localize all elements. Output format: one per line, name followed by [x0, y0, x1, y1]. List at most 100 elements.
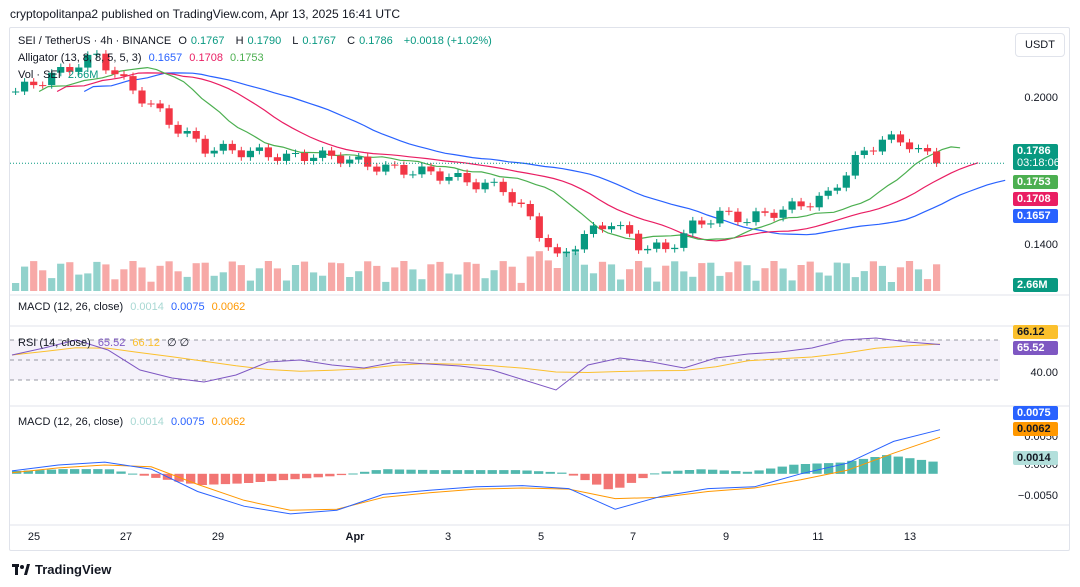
volume-bar: [707, 262, 715, 291]
alligator-lips-value: 0.1753: [230, 52, 264, 64]
volume-bar: [454, 274, 462, 291]
candle-body: [923, 148, 932, 152]
volume-bar: [183, 276, 191, 291]
candle-body: [761, 211, 769, 213]
volume-bar: [237, 265, 245, 291]
rsi-legend[interactable]: RSI (14, close) 65.52 66.12 ∅ ∅: [18, 336, 193, 349]
macd-hist-bar: [290, 473, 300, 480]
macd-hist-bar: [267, 473, 277, 482]
candle-body: [156, 103, 164, 109]
candle-body: [689, 220, 697, 234]
candle-body: [743, 222, 751, 224]
candle-body: [273, 157, 281, 161]
candle-body: [75, 67, 83, 72]
hist-tag: 0.0014: [1013, 451, 1058, 465]
macd-hist-bar: [916, 459, 927, 474]
macd-hist-bar: [255, 473, 265, 482]
candle-body: [725, 210, 733, 212]
alligator-teeth-line: [56, 72, 979, 242]
volume-bar: [111, 279, 119, 291]
macd-hist-bar: [708, 469, 718, 474]
alligator-jaw-line: [83, 72, 1006, 236]
alligator-teeth-value: 0.1708: [189, 52, 223, 64]
volume-bar: [355, 271, 363, 291]
candle-body: [328, 150, 336, 156]
volume-bar: [607, 264, 616, 291]
volume-bar: [806, 261, 814, 291]
macd-hist-bar: [232, 473, 242, 484]
candle-body: [770, 212, 778, 218]
macd-hist-bar: [325, 473, 335, 477]
volume-bar: [201, 262, 209, 291]
volume-bar: [788, 280, 796, 291]
macd-hist-bar: [534, 471, 544, 474]
volume-legend[interactable]: Vol · SEI 2.66M: [18, 69, 102, 81]
time-tick-apr: Apr: [345, 531, 365, 543]
volume-bar: [445, 273, 453, 291]
volume-bar: [860, 271, 868, 291]
candle-body: [48, 72, 56, 86]
volume-bar: [571, 252, 579, 291]
candle-body: [409, 174, 417, 176]
candle-body: [129, 76, 137, 91]
volume-bar: [815, 272, 823, 291]
volume-bar: [30, 261, 38, 291]
symbol-label[interactable]: SEI / TetherUS · 4h · BINANCE: [18, 35, 172, 47]
macd-hist-bar: [35, 470, 45, 474]
macd-top-macd: 0.0075: [170, 301, 205, 313]
candle-body: [896, 134, 905, 143]
macd-hist-bar: [847, 460, 857, 474]
macd-tag: 0.0075: [1013, 406, 1058, 420]
volume-bar: [192, 263, 200, 291]
macd-top-hist: 0.0014: [130, 301, 164, 313]
candle-body: [255, 147, 263, 151]
candle-body: [111, 70, 119, 75]
candle-body: [201, 138, 209, 154]
macd-legend[interactable]: MACD (12, 26, close) 0.0014 0.0075 0.006…: [18, 416, 249, 428]
candle-body: [337, 155, 345, 164]
candle-body: [391, 164, 399, 166]
macd-hist-bar: [812, 463, 822, 474]
macd-hist-bar: [928, 461, 938, 474]
volume-bar: [562, 253, 570, 291]
macd-macd-value: 0.0075: [170, 416, 205, 428]
volume-bar: [490, 270, 498, 291]
macd-hist-bar: [626, 473, 637, 483]
macd-hist-bar: [302, 473, 312, 479]
volume-bar: [165, 261, 173, 291]
time-tick-29: 29: [211, 531, 225, 543]
candle-body: [264, 147, 272, 158]
volume-bar: [662, 265, 670, 291]
volume-bar: [39, 270, 47, 291]
chart-frame: [9, 27, 1070, 551]
rsi-label: RSI (14, close): [18, 337, 91, 349]
volume-bar: [21, 266, 29, 291]
tradingview-footer[interactable]: TradingView: [12, 562, 111, 577]
volume-bar: [57, 263, 65, 291]
volume-bar: [219, 272, 227, 291]
macd-hist-bar: [452, 470, 463, 474]
candle-body: [57, 67, 65, 73]
volume-bar: [743, 265, 751, 291]
candle-body: [300, 153, 309, 161]
time-tick-5: 5: [537, 531, 545, 543]
macd-top-legend[interactable]: MACD (12, 26, close) 0.0014 0.0075 0.006…: [18, 301, 249, 313]
ohlc-close: C 0.1786: [347, 35, 393, 47]
volume-bar: [589, 273, 598, 291]
macd-hist-bar: [244, 473, 254, 483]
macd-hist-bar: [742, 471, 753, 474]
candle-body: [734, 211, 742, 223]
time-tick-11: 11: [812, 531, 824, 543]
macd-signal-line: [11, 436, 941, 511]
currency-button[interactable]: USDT: [1015, 33, 1065, 57]
candle-body: [851, 155, 859, 176]
candle-body: [174, 124, 182, 134]
candle-body: [707, 223, 715, 225]
alligator-legend[interactable]: Alligator (13, 8, 8, 5, 5, 3) 0.1657 0.1…: [18, 52, 268, 64]
candle-body: [716, 210, 724, 224]
volume-bar: [644, 267, 652, 291]
candle-body: [779, 209, 787, 218]
candle-body: [806, 206, 814, 208]
candle-body: [445, 177, 453, 181]
